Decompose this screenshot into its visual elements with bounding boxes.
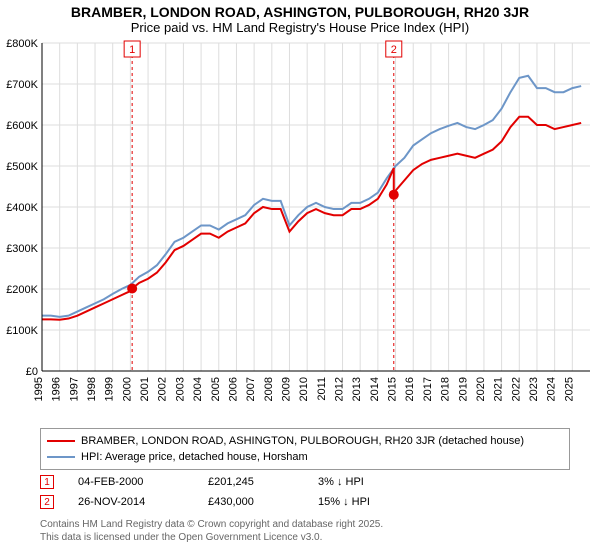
chart-title: BRAMBER, LONDON ROAD, ASHINGTON, PULBORO… — [0, 4, 600, 20]
legend-swatch — [47, 456, 75, 458]
legend-swatch — [47, 440, 75, 442]
sale-marker: 2 — [40, 495, 54, 509]
svg-text:2004: 2004 — [192, 377, 204, 401]
svg-text:£300K: £300K — [6, 243, 38, 255]
sale-date: 26-NOV-2014 — [78, 496, 208, 508]
svg-text:£400K: £400K — [6, 202, 38, 214]
svg-text:2017: 2017 — [422, 377, 434, 401]
svg-text:2025: 2025 — [563, 377, 575, 401]
legend-row: BRAMBER, LONDON ROAD, ASHINGTON, PULBORO… — [47, 433, 563, 449]
sale-price: £430,000 — [208, 496, 318, 508]
sale-price: £201,245 — [208, 476, 318, 488]
line-chart: £0 £100K £200K £300K £400K £500K £600K £700K £80… — [0, 35, 600, 415]
sale-date: 04-FEB-2000 — [78, 476, 208, 488]
title-block: BRAMBER, LONDON ROAD, ASHINGTON, PULBORO… — [0, 0, 600, 35]
svg-text:2: 2 — [391, 44, 397, 56]
sale-row: 1 04-FEB-2000£201,2453% ↓ HPI — [40, 472, 570, 492]
legend-label: HPI: Average price, detached house, Hors… — [81, 451, 308, 463]
chart-subtitle: Price paid vs. HM Land Registry's House … — [0, 20, 600, 35]
svg-text:2018: 2018 — [440, 377, 452, 401]
svg-text:£200K: £200K — [6, 284, 38, 296]
svg-text:1995: 1995 — [33, 377, 45, 401]
svg-text:2023: 2023 — [528, 377, 540, 401]
chart-container: BRAMBER, LONDON ROAD, ASHINGTON, PULBORO… — [0, 0, 600, 560]
footer-line: This data is licensed under the Open Gov… — [40, 531, 383, 544]
svg-text:2009: 2009 — [280, 377, 292, 401]
svg-text:2000: 2000 — [121, 377, 133, 401]
svg-text:2016: 2016 — [404, 377, 416, 401]
svg-text:1996: 1996 — [51, 377, 63, 401]
svg-text:2022: 2022 — [510, 377, 522, 401]
svg-text:£100K: £100K — [6, 325, 38, 337]
svg-text:2008: 2008 — [263, 377, 275, 401]
svg-text:£700K: £700K — [6, 79, 38, 91]
svg-text:2001: 2001 — [139, 377, 151, 401]
sales-table: 1 04-FEB-2000£201,2453% ↓ HPI 2 26-NOV-2014… — [40, 472, 570, 512]
svg-text:£600K: £600K — [6, 120, 38, 132]
svg-text:£500K: £500K — [6, 161, 38, 173]
svg-text:2012: 2012 — [334, 377, 346, 401]
svg-text:£800K: £800K — [6, 38, 38, 50]
footer-line: Contains HM Land Registry data © Crown c… — [40, 518, 383, 531]
svg-text:2014: 2014 — [369, 377, 381, 401]
svg-text:2011: 2011 — [316, 377, 328, 401]
svg-text:2019: 2019 — [457, 377, 469, 401]
svg-text:2024: 2024 — [546, 377, 558, 401]
svg-text:2010: 2010 — [298, 377, 310, 401]
footer-attribution: Contains HM Land Registry data © Crown c… — [40, 518, 383, 544]
sale-row: 2 26-NOV-2014£430,00015% ↓ HPI — [40, 492, 570, 512]
legend: BRAMBER, LONDON ROAD, ASHINGTON, PULBORO… — [40, 428, 570, 470]
svg-text:2013: 2013 — [351, 377, 363, 401]
svg-text:2002: 2002 — [157, 377, 169, 401]
svg-text:1: 1 — [129, 44, 135, 56]
svg-text:2003: 2003 — [174, 377, 186, 401]
svg-text:1997: 1997 — [68, 377, 80, 401]
svg-text:2006: 2006 — [227, 377, 239, 401]
svg-text:1999: 1999 — [104, 377, 116, 401]
legend-label: BRAMBER, LONDON ROAD, ASHINGTON, PULBORO… — [81, 435, 524, 447]
legend-row: HPI: Average price, detached house, Hors… — [47, 449, 563, 465]
svg-text:2007: 2007 — [245, 377, 257, 401]
svg-text:2021: 2021 — [493, 377, 505, 401]
svg-text:1998: 1998 — [86, 377, 98, 401]
svg-text:2020: 2020 — [475, 377, 487, 401]
sale-pct: 3% ↓ HPI — [318, 476, 438, 488]
svg-text:2005: 2005 — [210, 377, 222, 401]
sale-marker: 1 — [40, 475, 54, 489]
svg-text:2015: 2015 — [387, 377, 399, 401]
sale-pct: 15% ↓ HPI — [318, 496, 438, 508]
svg-text:£0: £0 — [26, 366, 38, 378]
